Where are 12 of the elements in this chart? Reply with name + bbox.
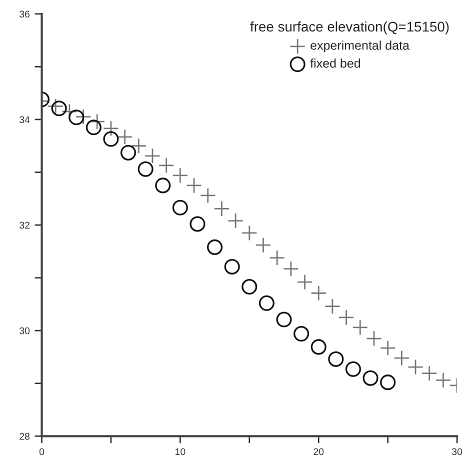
x-tick-label: 30	[452, 448, 462, 456]
x-tick-label: 10	[176, 448, 186, 456]
legend-label: experimental data	[310, 40, 410, 52]
y-tick-label: 28	[20, 432, 30, 440]
legend-title: free surface elevation(Q=15150)	[250, 21, 449, 34]
y-tick-label: 30	[20, 327, 30, 334]
x-tick-label: 20	[314, 448, 324, 456]
x-tick-label: 0	[39, 448, 44, 456]
y-tick-label: 34	[20, 116, 30, 124]
y-tick-label: 32	[20, 222, 30, 229]
y-tick-label: 36	[20, 10, 30, 18]
legend-label: fixed bed	[310, 58, 360, 68]
